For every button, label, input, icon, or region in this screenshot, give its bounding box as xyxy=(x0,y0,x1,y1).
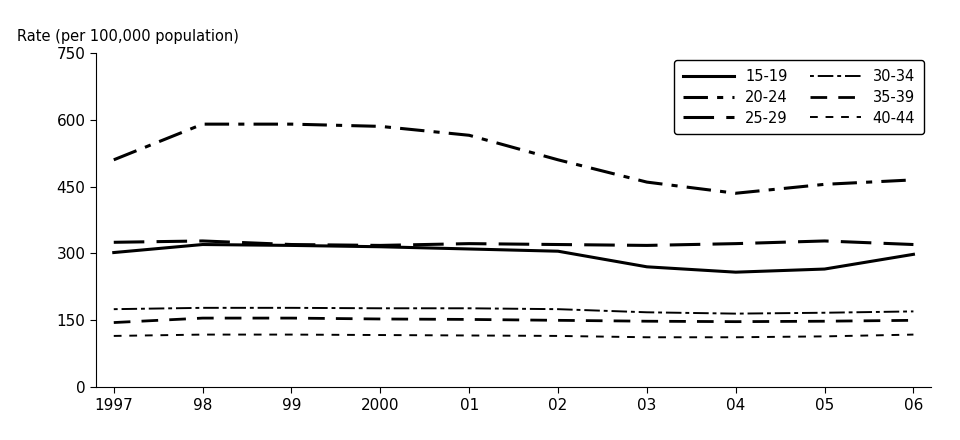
Text: Rate (per 100,000 population): Rate (per 100,000 population) xyxy=(16,29,238,44)
Legend: 15-19, 20-24, 25-29, 30-34, 35-39, 40-44: 15-19, 20-24, 25-29, 30-34, 35-39, 40-44 xyxy=(674,60,924,134)
